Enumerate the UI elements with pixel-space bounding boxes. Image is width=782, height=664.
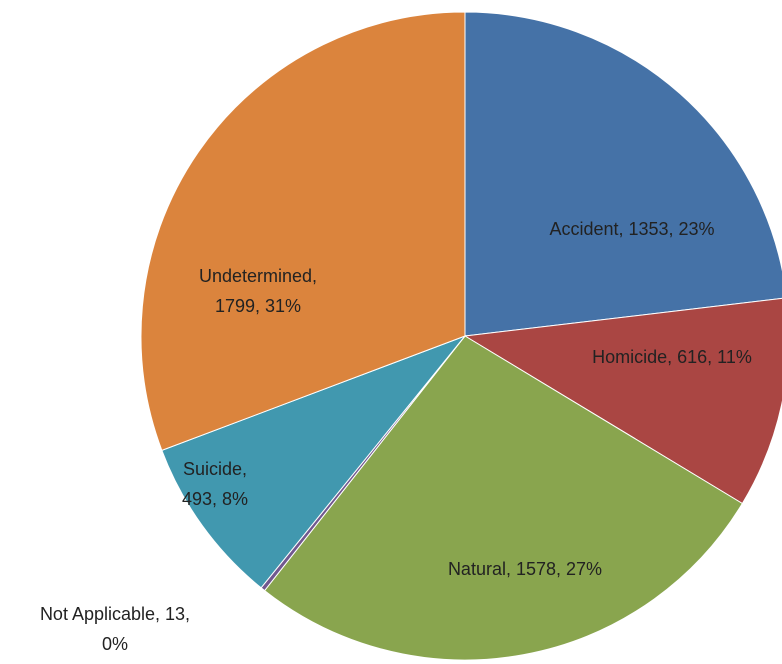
data-label-line: Not Applicable, 13, — [40, 604, 190, 624]
pie-slice — [140, 11, 466, 452]
data-label: Homicide, 616, 11% — [592, 347, 752, 367]
data-label-line: 493, 8% — [182, 489, 248, 509]
data-label: Not Applicable, 13, 0% — [40, 604, 190, 654]
pie-slice — [263, 335, 744, 661]
data-label-line: Suicide, — [183, 459, 247, 479]
pie-slice — [464, 11, 782, 337]
data-label-line: Homicide, 616, 11% — [592, 347, 752, 367]
data-label: Accident, 1353, 23% — [549, 219, 714, 239]
data-label-line: 1799, 31% — [215, 296, 301, 316]
data-label-line: Natural, 1578, 27% — [448, 559, 602, 579]
data-label: Suicide, 493, 8% — [182, 459, 248, 509]
data-label-line: 0% — [102, 634, 128, 654]
pie-slice — [161, 334, 467, 589]
data-label: Undetermined, 1799, 31% — [199, 266, 317, 316]
data-label: Natural, 1578, 27% — [448, 559, 602, 579]
data-label-line: Accident, 1353, 23% — [549, 219, 714, 239]
data-label-line: Undetermined, — [199, 266, 317, 286]
